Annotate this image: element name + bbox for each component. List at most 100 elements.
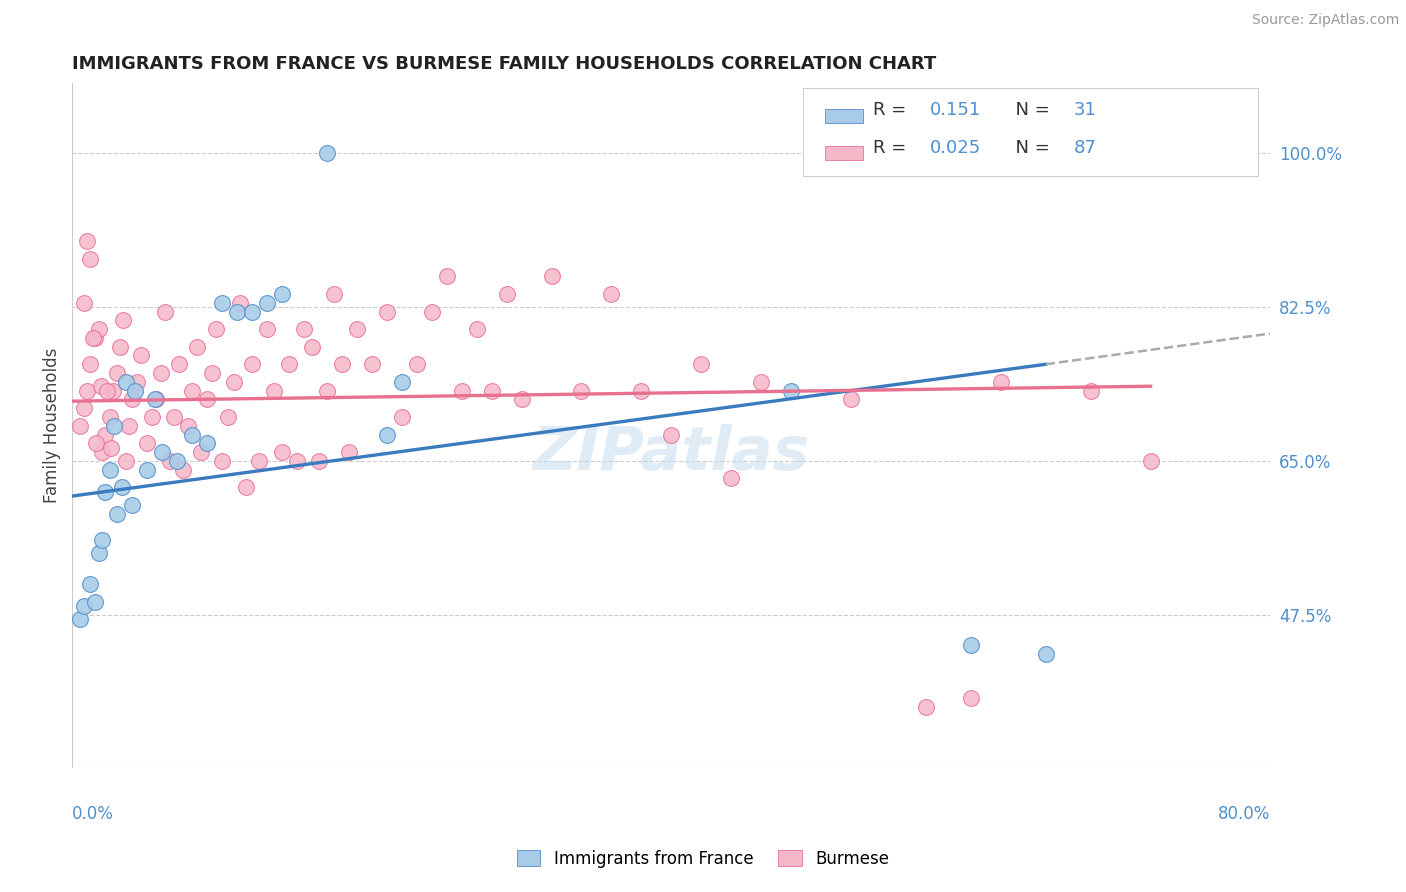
Point: [115, 375, 138, 389]
Text: 31: 31: [1074, 102, 1097, 120]
Point: [105, 366, 128, 380]
Point: [118, 418, 141, 433]
Point: [960, 691, 983, 706]
Legend: Immigrants from France, Burmese: Immigrants from France, Burmese: [510, 844, 896, 875]
Text: N =: N =: [1004, 139, 1056, 157]
Point: [420, 304, 443, 318]
Point: [167, 357, 190, 371]
Point: [115, 454, 138, 468]
Point: [990, 375, 1012, 389]
Point: [249, 454, 271, 468]
Point: [229, 295, 252, 310]
Point: [301, 340, 323, 354]
Point: [129, 348, 152, 362]
Point: [360, 357, 382, 371]
Point: [76, 384, 98, 398]
Point: [79, 577, 101, 591]
Point: [141, 409, 163, 424]
Point: [136, 463, 159, 477]
Text: N =: N =: [1004, 102, 1056, 120]
Point: [143, 392, 166, 407]
Point: [172, 463, 194, 477]
Point: [481, 384, 503, 398]
Text: Source: ZipAtlas.com: Source: ZipAtlas.com: [1251, 13, 1399, 28]
Point: [79, 357, 101, 371]
Point: [450, 384, 472, 398]
Text: 0.0%: 0.0%: [72, 805, 114, 823]
Point: [190, 445, 212, 459]
Point: [73, 295, 96, 310]
Point: [94, 427, 117, 442]
Point: [839, 392, 862, 407]
Point: [79, 252, 101, 266]
Point: [235, 480, 257, 494]
Text: 0.151: 0.151: [931, 102, 981, 120]
Point: [278, 357, 301, 371]
Point: [315, 146, 337, 161]
Point: [690, 357, 713, 371]
Point: [510, 392, 533, 407]
Point: [105, 507, 128, 521]
Text: 87: 87: [1074, 139, 1097, 157]
Point: [150, 445, 173, 459]
FancyBboxPatch shape: [825, 109, 863, 123]
Point: [571, 384, 593, 398]
Point: [465, 322, 488, 336]
Point: [181, 384, 204, 398]
Point: [217, 409, 239, 424]
Point: [436, 269, 458, 284]
FancyBboxPatch shape: [803, 87, 1258, 176]
Point: [749, 375, 772, 389]
Text: IMMIGRANTS FROM FRANCE VS BURMESE FAMILY HOUSEHOLDS CORRELATION CHART: IMMIGRANTS FROM FRANCE VS BURMESE FAMILY…: [72, 55, 936, 73]
Point: [720, 471, 742, 485]
Point: [76, 234, 98, 248]
Y-axis label: Family Households: Family Households: [44, 348, 60, 503]
Point: [176, 418, 198, 433]
Point: [186, 340, 208, 354]
Point: [125, 375, 148, 389]
Point: [181, 427, 204, 442]
Point: [98, 409, 121, 424]
Point: [271, 445, 294, 459]
Text: ZIPatlas: ZIPatlas: [533, 424, 810, 483]
Text: R =: R =: [873, 102, 911, 120]
Point: [323, 287, 346, 301]
Point: [1080, 384, 1102, 398]
Point: [121, 392, 143, 407]
Point: [149, 366, 172, 380]
Point: [200, 366, 222, 380]
Point: [308, 454, 330, 468]
Point: [73, 599, 96, 613]
Point: [159, 454, 181, 468]
Point: [195, 436, 218, 450]
Point: [82, 331, 104, 345]
Point: [540, 269, 562, 284]
Point: [405, 357, 427, 371]
Point: [205, 322, 228, 336]
FancyBboxPatch shape: [825, 146, 863, 160]
Point: [136, 436, 159, 450]
Point: [630, 384, 652, 398]
Point: [100, 441, 122, 455]
Point: [166, 454, 188, 468]
Point: [211, 295, 233, 310]
Point: [91, 533, 114, 547]
Text: 80.0%: 80.0%: [1218, 805, 1271, 823]
Point: [375, 427, 398, 442]
Point: [83, 594, 105, 608]
Point: [89, 546, 111, 560]
Point: [69, 612, 91, 626]
Point: [69, 418, 91, 433]
Point: [101, 384, 124, 398]
Point: [90, 379, 112, 393]
Point: [346, 322, 368, 336]
Point: [256, 295, 278, 310]
Point: [112, 313, 135, 327]
Point: [94, 484, 117, 499]
Point: [391, 375, 413, 389]
Point: [391, 409, 413, 424]
Point: [240, 304, 263, 318]
Point: [256, 322, 278, 336]
Text: R =: R =: [873, 139, 911, 157]
Point: [145, 392, 167, 407]
